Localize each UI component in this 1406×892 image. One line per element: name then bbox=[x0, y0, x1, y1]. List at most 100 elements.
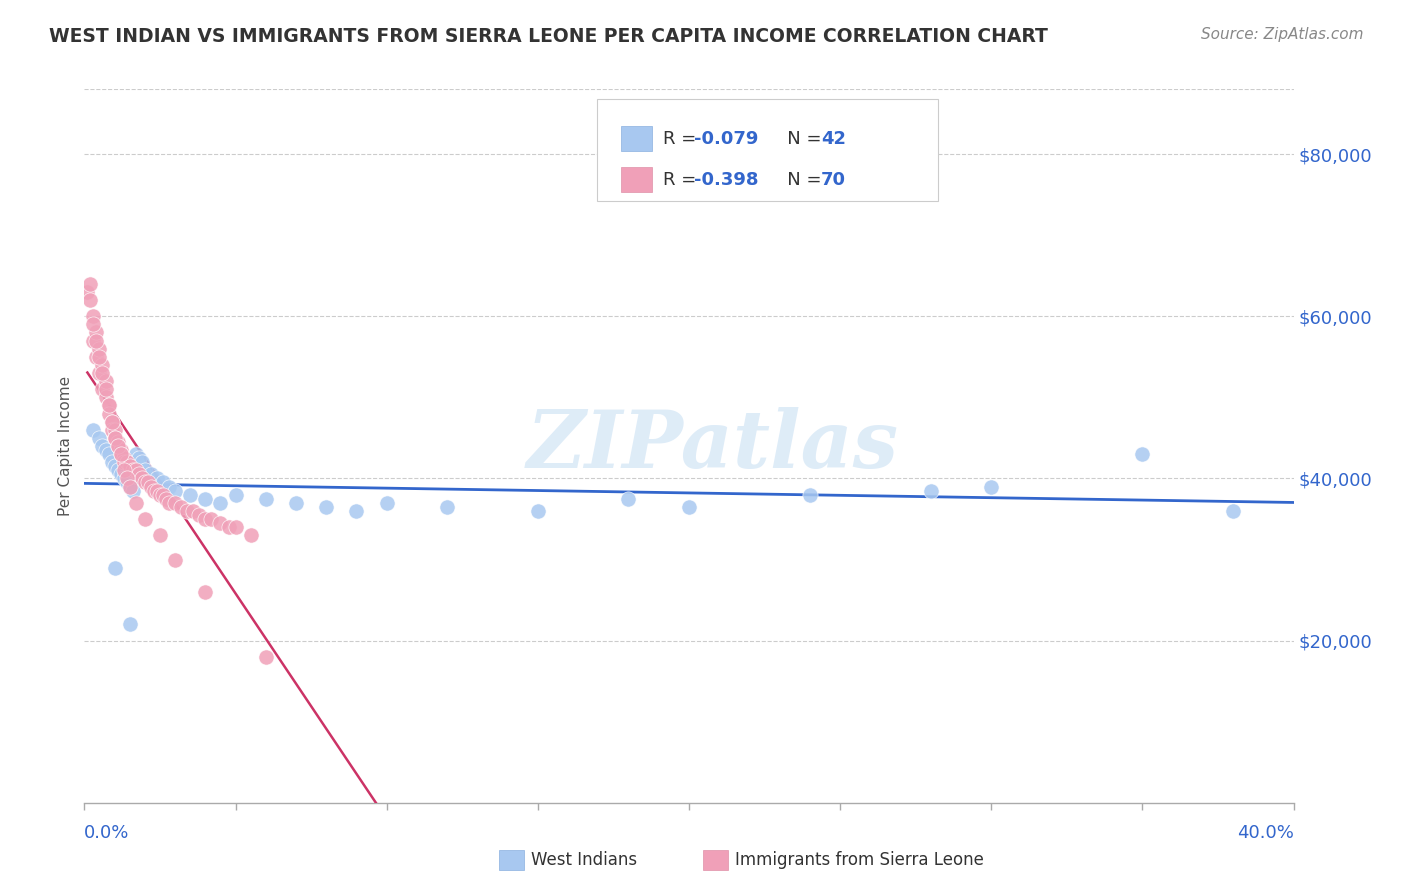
Point bbox=[617, 491, 640, 506]
Point bbox=[146, 471, 169, 485]
Point bbox=[115, 475, 138, 490]
Point bbox=[104, 423, 127, 437]
Point bbox=[94, 382, 117, 396]
Point bbox=[82, 423, 104, 437]
Point bbox=[107, 434, 129, 449]
Point bbox=[104, 560, 127, 574]
Point bbox=[86, 326, 108, 340]
Point bbox=[97, 447, 120, 461]
Point bbox=[100, 455, 122, 469]
Point bbox=[97, 399, 120, 413]
Point bbox=[112, 455, 135, 469]
Point bbox=[115, 455, 138, 469]
Point bbox=[110, 443, 132, 458]
Point bbox=[89, 431, 111, 445]
Point bbox=[225, 488, 247, 502]
Text: -0.398: -0.398 bbox=[695, 170, 759, 188]
Point bbox=[118, 617, 141, 632]
Point bbox=[920, 483, 942, 498]
Point bbox=[94, 374, 117, 388]
Point bbox=[100, 415, 122, 429]
Point bbox=[82, 334, 104, 348]
Point bbox=[110, 467, 132, 482]
Point bbox=[115, 471, 138, 485]
Point bbox=[97, 399, 120, 413]
Point bbox=[436, 500, 458, 514]
Point bbox=[118, 479, 141, 493]
Text: Source: ZipAtlas.com: Source: ZipAtlas.com bbox=[1201, 27, 1364, 42]
Point bbox=[170, 500, 193, 514]
Point bbox=[225, 520, 247, 534]
Point bbox=[799, 488, 821, 502]
Point bbox=[128, 467, 150, 482]
Point bbox=[100, 423, 122, 437]
Point bbox=[91, 382, 114, 396]
Point bbox=[136, 475, 159, 490]
Point bbox=[110, 447, 132, 461]
Text: 70: 70 bbox=[821, 170, 846, 188]
Point bbox=[375, 496, 398, 510]
Point bbox=[209, 516, 232, 530]
Point bbox=[86, 350, 108, 364]
Point bbox=[200, 512, 222, 526]
Point bbox=[142, 483, 165, 498]
Point bbox=[678, 500, 700, 514]
Point bbox=[163, 483, 186, 498]
Point bbox=[125, 463, 148, 477]
Point bbox=[76, 285, 98, 299]
Point bbox=[157, 496, 180, 510]
Point bbox=[94, 390, 117, 404]
Point bbox=[128, 451, 150, 466]
Text: N =: N = bbox=[770, 129, 828, 148]
Point bbox=[163, 496, 186, 510]
Point bbox=[82, 310, 104, 324]
Point bbox=[107, 439, 129, 453]
Point bbox=[139, 479, 162, 493]
Point bbox=[112, 451, 135, 466]
Point bbox=[254, 649, 277, 664]
Text: Immigrants from Sierra Leone: Immigrants from Sierra Leone bbox=[735, 851, 984, 869]
Point bbox=[254, 491, 277, 506]
Point bbox=[194, 491, 217, 506]
Point bbox=[104, 431, 127, 445]
Point bbox=[1222, 504, 1244, 518]
Text: 40.0%: 40.0% bbox=[1237, 824, 1294, 842]
Point bbox=[79, 277, 101, 291]
Point bbox=[146, 483, 169, 498]
Point bbox=[97, 407, 120, 421]
Point bbox=[91, 439, 114, 453]
Point bbox=[980, 479, 1002, 493]
Point bbox=[100, 415, 122, 429]
Point bbox=[89, 350, 111, 364]
Point bbox=[315, 500, 337, 514]
Text: R =: R = bbox=[664, 170, 703, 188]
Point bbox=[1130, 447, 1153, 461]
Point bbox=[163, 552, 186, 566]
Point bbox=[82, 318, 104, 332]
Point bbox=[131, 471, 153, 485]
Text: WEST INDIAN VS IMMIGRANTS FROM SIERRA LEONE PER CAPITA INCOME CORRELATION CHART: WEST INDIAN VS IMMIGRANTS FROM SIERRA LE… bbox=[49, 27, 1047, 45]
Point bbox=[188, 508, 211, 522]
Point bbox=[89, 366, 111, 380]
Point bbox=[125, 496, 148, 510]
Point bbox=[239, 528, 262, 542]
Point bbox=[149, 528, 172, 542]
Point bbox=[110, 447, 132, 461]
Point bbox=[194, 585, 217, 599]
Point bbox=[152, 475, 174, 490]
Text: 42: 42 bbox=[821, 129, 846, 148]
Point bbox=[526, 504, 548, 518]
Text: West Indians: West Indians bbox=[531, 851, 637, 869]
Point bbox=[112, 463, 135, 477]
Point bbox=[94, 443, 117, 458]
Point bbox=[89, 342, 111, 356]
Point bbox=[284, 496, 308, 510]
Point bbox=[131, 455, 153, 469]
Point bbox=[86, 334, 108, 348]
Point bbox=[152, 488, 174, 502]
Point bbox=[118, 479, 141, 493]
Point bbox=[194, 512, 217, 526]
Y-axis label: Per Capita Income: Per Capita Income bbox=[58, 376, 73, 516]
Text: ZIPatlas: ZIPatlas bbox=[527, 408, 900, 484]
Point bbox=[107, 463, 129, 477]
